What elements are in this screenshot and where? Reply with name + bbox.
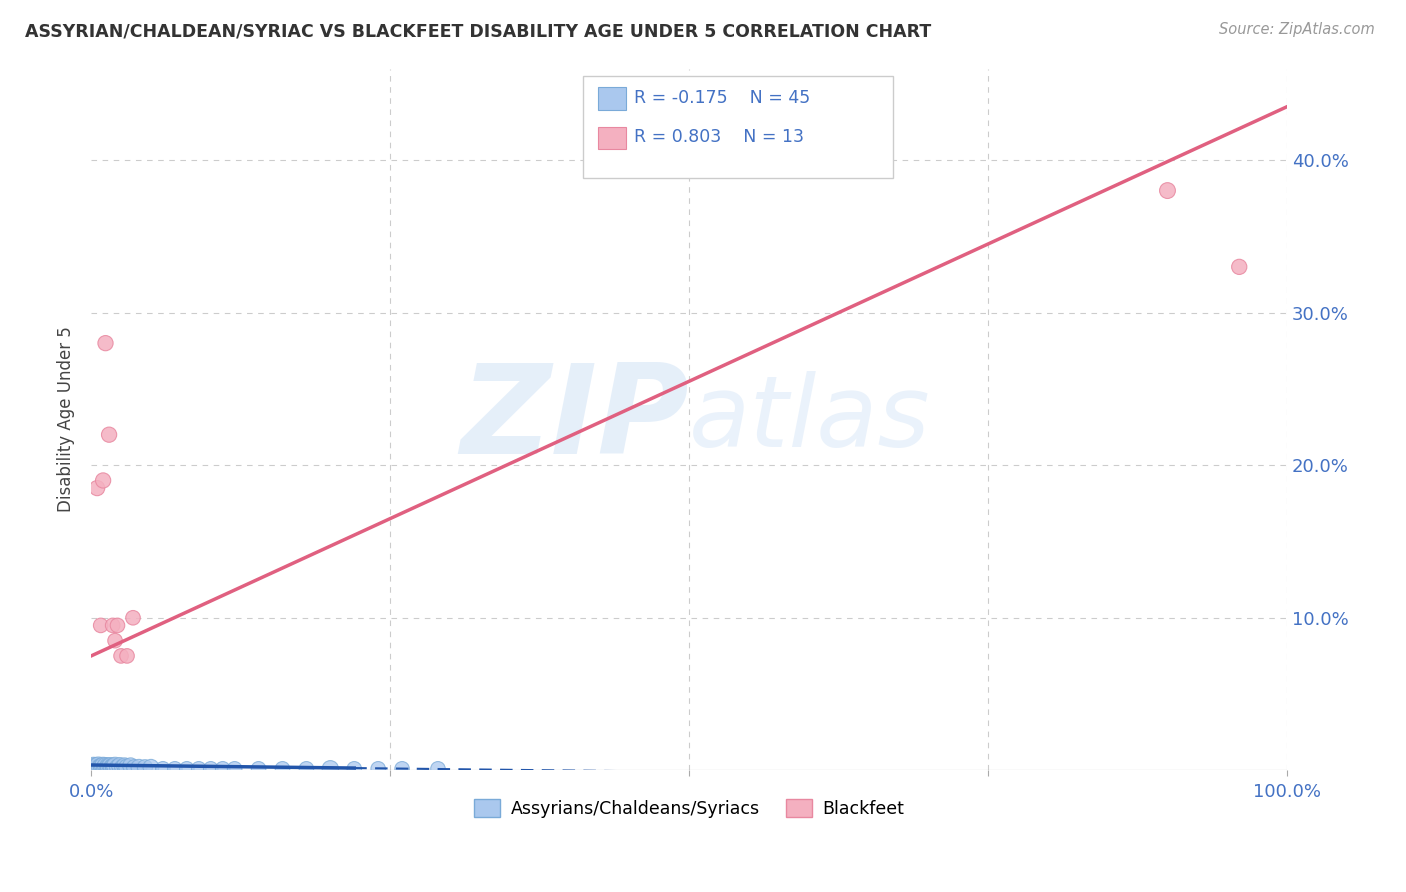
Point — [107, 618, 129, 632]
Point — [98, 758, 121, 772]
Point — [100, 760, 122, 774]
Point — [367, 762, 389, 776]
Point — [98, 427, 121, 442]
Point — [247, 762, 270, 776]
Point — [108, 758, 131, 772]
Text: ZIP: ZIP — [460, 359, 689, 480]
Point — [211, 762, 233, 776]
Text: atlas: atlas — [689, 371, 931, 468]
Point — [87, 758, 110, 772]
Point — [1156, 184, 1178, 198]
Point — [103, 760, 125, 774]
Point — [104, 758, 127, 772]
Point — [83, 758, 105, 772]
Point — [110, 648, 132, 663]
Point — [115, 648, 138, 663]
Point — [295, 762, 318, 776]
Point — [101, 758, 124, 772]
Point — [187, 762, 209, 776]
Point — [152, 762, 174, 776]
Point — [114, 758, 136, 772]
Point — [134, 760, 156, 774]
Point — [120, 758, 142, 772]
Point — [98, 760, 121, 774]
Point — [107, 760, 129, 774]
Point — [94, 758, 117, 772]
Point — [1227, 260, 1250, 274]
Point — [97, 758, 120, 772]
Point — [104, 633, 127, 648]
Point — [163, 762, 186, 776]
Point — [89, 760, 111, 774]
Point — [343, 762, 366, 776]
Text: R = -0.175    N = 45: R = -0.175 N = 45 — [634, 89, 810, 107]
Point — [111, 760, 134, 774]
Point — [391, 762, 413, 776]
Point — [86, 481, 108, 495]
Point — [122, 611, 145, 625]
Point — [139, 760, 162, 774]
Point — [91, 758, 114, 772]
Point — [93, 760, 115, 774]
Point — [90, 758, 112, 772]
Point — [91, 474, 114, 488]
Y-axis label: Disability Age Under 5: Disability Age Under 5 — [58, 326, 75, 512]
Point — [86, 760, 108, 774]
Point — [101, 618, 124, 632]
Point — [83, 760, 105, 774]
Point — [224, 762, 246, 776]
Point — [84, 758, 107, 772]
Point — [427, 762, 450, 776]
Legend: Assyrians/Chaldeans/Syriacs, Blackfeet: Assyrians/Chaldeans/Syriacs, Blackfeet — [467, 792, 911, 825]
Text: R = 0.803    N = 13: R = 0.803 N = 13 — [634, 128, 804, 146]
Point — [90, 760, 112, 774]
Point — [122, 760, 145, 774]
Point — [128, 760, 150, 774]
Text: Source: ZipAtlas.com: Source: ZipAtlas.com — [1219, 22, 1375, 37]
Point — [176, 762, 198, 776]
Point — [90, 618, 112, 632]
Point — [96, 760, 118, 774]
Point — [200, 762, 222, 776]
Text: ASSYRIAN/CHALDEAN/SYRIAC VS BLACKFEET DISABILITY AGE UNDER 5 CORRELATION CHART: ASSYRIAN/CHALDEAN/SYRIAC VS BLACKFEET DI… — [25, 22, 932, 40]
Point — [82, 760, 104, 774]
Point — [94, 336, 117, 351]
Point — [271, 762, 294, 776]
Point — [319, 762, 342, 776]
Point — [115, 760, 138, 774]
